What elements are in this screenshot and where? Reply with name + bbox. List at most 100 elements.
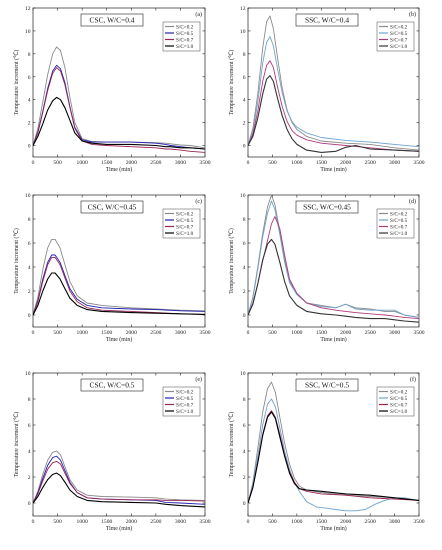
- x-tick-label: 1000: [291, 160, 302, 166]
- x-tick-label: 3500: [199, 330, 210, 336]
- legend-label: S/C=0.2: [390, 211, 408, 217]
- chart-panel-f: 0 500 1000 1500 2000 2500 3000 3500 0 2 4 6 8 10 Time …: [228, 371, 425, 532]
- series-line: [33, 460, 205, 504]
- y-tick-label: 2: [28, 289, 31, 295]
- y-axis-title: Temperature increment (℃): [228, 228, 235, 294]
- x-tick-label: 0: [32, 160, 35, 166]
- chart-title: SSC, W/C=0.4: [305, 16, 349, 25]
- legend-label: S/C=1.0: [176, 44, 194, 50]
- series-line: [248, 36, 419, 148]
- legend-label: S/C=0.5: [176, 31, 194, 37]
- title-box: [295, 378, 359, 392]
- legend-label: S/C=0.2: [390, 24, 408, 30]
- x-tick-label: 2000: [340, 519, 351, 525]
- y-tick-label: 8: [243, 217, 246, 223]
- series-line: [33, 238, 205, 316]
- panel-letter: (e): [195, 376, 202, 383]
- legend-label: S/C=0.2: [176, 389, 194, 395]
- y-tick-label: 10: [240, 29, 246, 35]
- series-line: [33, 67, 205, 153]
- legend-label: S/C=0.7: [390, 37, 408, 43]
- y-tick-label: 10: [240, 371, 246, 377]
- x-tick-label: 2000: [126, 330, 137, 336]
- x-tick-label: 3000: [389, 160, 400, 166]
- x-tick-label: 1000: [77, 160, 88, 166]
- x-tick-label: 2000: [126, 519, 137, 525]
- x-tick-label: 500: [53, 330, 62, 336]
- series-line: [248, 60, 419, 152]
- x-tick-label: 2500: [365, 160, 376, 166]
- x-tick-label: 2000: [340, 160, 351, 166]
- x-tick-label: 500: [268, 519, 277, 525]
- legend-label: S/C=0.7: [390, 224, 408, 230]
- chart-title: CSC, W/C=0.45: [88, 203, 137, 212]
- chart-title: CSC, W/C=0.5: [90, 381, 135, 390]
- series-line: [248, 200, 419, 318]
- chart-panel-c: 0 500 1000 1500 2000 2500 3000 3500 0 2 4 6 8 10 Time …: [13, 193, 211, 343]
- legend-label: S/C=0.5: [176, 396, 194, 402]
- series-line: [248, 75, 419, 153]
- legend-label: S/C=0.5: [390, 218, 408, 224]
- series-line: [248, 398, 419, 512]
- chart-panel-b: 0 500 1000 1500 2000 2500 3000 3500 0 2 4 6 8 10 12 Tim…: [228, 6, 425, 173]
- x-tick-label: 1500: [101, 519, 112, 525]
- x-tick-label: 1500: [101, 330, 112, 336]
- y-tick-label: 2: [28, 475, 31, 481]
- legend-label: S/C=0.7: [176, 224, 194, 230]
- series-line: [33, 254, 205, 316]
- series-line: [33, 455, 205, 505]
- legend-label: S/C=0.5: [176, 218, 194, 224]
- y-tick-label: 4: [243, 98, 246, 104]
- chart-title: CSC, W/C=0.4: [90, 16, 135, 25]
- x-tick-label: 2500: [150, 330, 161, 336]
- x-tick-label: 2500: [365, 519, 376, 525]
- x-tick-label: 0: [32, 519, 35, 525]
- legend-label: S/C=0.5: [390, 396, 408, 402]
- x-tick-label: 1500: [316, 330, 327, 336]
- chart-panel-a: 0 500 1000 1500 2000 2500 3000 3500 0 2 4 6 8 10 12 Tim…: [13, 6, 211, 173]
- panel-letter: (f): [410, 376, 416, 383]
- x-tick-label: 1500: [316, 160, 327, 166]
- y-tick-label: 8: [28, 217, 31, 223]
- chart-title: SSC, W/C=0.5: [305, 381, 349, 390]
- panel-letter: (c): [195, 198, 202, 205]
- title-box: [295, 13, 359, 27]
- legend-label: S/C=0.2: [390, 389, 408, 395]
- y-tick-label: 8: [28, 52, 31, 58]
- y-tick-label: 10: [25, 371, 31, 377]
- x-tick-label: 500: [268, 160, 277, 166]
- chart-title: SSC, W/C=0.45: [303, 203, 351, 212]
- x-tick-label: 2000: [340, 330, 351, 336]
- y-tick-label: 4: [28, 265, 31, 271]
- x-tick-label: 3500: [413, 330, 424, 336]
- y-tick-label: 10: [25, 29, 31, 35]
- x-axis-title: Time (min): [106, 525, 132, 532]
- y-tick-label: 6: [28, 75, 31, 81]
- y-tick-label: 10: [25, 193, 31, 199]
- x-tick-label: 0: [247, 160, 250, 166]
- x-tick-label: 1000: [291, 519, 302, 525]
- y-tick-label: 6: [243, 241, 246, 247]
- x-tick-label: 1000: [291, 330, 302, 336]
- y-tick-label: 8: [28, 397, 31, 403]
- series-line: [248, 238, 419, 323]
- y-tick-label: 0: [243, 144, 246, 150]
- y-tick-label: 0: [243, 501, 246, 507]
- x-tick-label: 1500: [101, 160, 112, 166]
- x-axis-title: Time (min): [106, 166, 132, 173]
- series-line: [33, 256, 205, 316]
- legend: S/C=0.2S/C=0.5S/C=0.7S/C=1.0: [376, 208, 415, 239]
- y-tick-label: 4: [243, 265, 246, 271]
- y-tick-label: 10: [240, 193, 246, 199]
- y-tick-label: 2: [243, 121, 246, 127]
- x-tick-label: 2000: [126, 160, 137, 166]
- x-tick-label: 1000: [77, 330, 88, 336]
- x-axis-title: Time (min): [320, 336, 346, 343]
- y-tick-label: 0: [28, 144, 31, 150]
- y-axis-title: Temperature increment (℃): [228, 50, 235, 116]
- y-tick-label: 8: [243, 52, 246, 58]
- series-line: [33, 46, 205, 149]
- series-line: [248, 15, 419, 151]
- title-box: [80, 200, 144, 214]
- x-tick-label: 3000: [389, 330, 400, 336]
